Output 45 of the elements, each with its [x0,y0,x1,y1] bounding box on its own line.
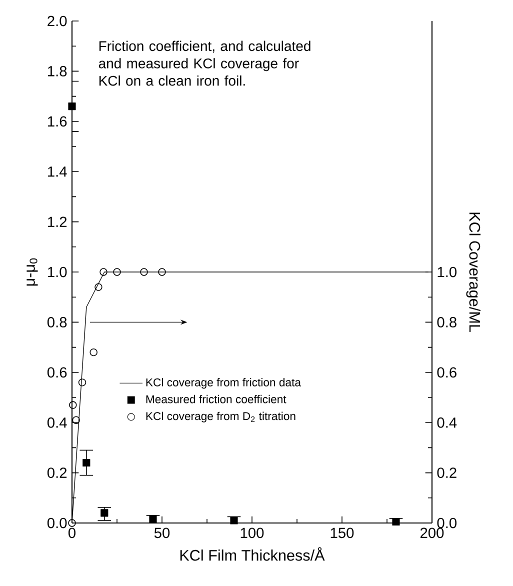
y2-tick-label: 0.2 [437,468,456,478]
y-tick-label: 0.0 [47,518,67,528]
y-tick-label: 1.0 [48,266,67,278]
point [68,519,76,527]
y2-axis-title: KCl Coverage/ML [466,212,481,332]
y-axis-title: μ-μ$_{0}$ [26,258,38,286]
legend-label: Measured friction coefficient [146,394,286,404]
text: Friction coefficient, and calculated and measured KCl coverage for KCl on a clean iron foil. [98,40,310,86]
y2-tick-label: 0.0 [437,518,457,528]
y-tick-label: 2.0 [48,16,67,26]
point [69,401,77,409]
x-tick-label: 0 [68,528,76,538]
y-tick-label: 1.4 [48,166,67,177]
y-tick-label: 0.6 [47,367,67,378]
legend-label: KCl coverage from D$_{2}$ titration [146,412,296,422]
x-tick-label: 50 [154,528,170,538]
point [140,268,148,276]
point [158,268,166,276]
y-tick-label: 0.8 [47,317,67,328]
legend-label: KCl coverage from friction data [146,378,301,389]
y-tick-label: 0.2 [47,468,67,478]
x-tick-label: 100 [240,528,264,538]
point [94,283,102,291]
x-tick-label: 150 [330,528,354,538]
point [100,509,108,517]
y2-tick-label: 0.8 [437,317,456,328]
y2-tick-label: 0.6 [437,367,456,378]
y2-tick-label: 0.4 [437,417,457,428]
point [78,378,86,386]
x-tick-label: 200 [420,528,444,538]
point [230,516,238,524]
y-tick-label: 1.2 [48,216,67,227]
x-axis-title: KCl Film Thickness/Å [180,547,325,561]
point [392,518,400,526]
point [100,268,108,276]
y2-tick-label: 1.0 [438,266,457,278]
point [72,416,80,424]
y-tick-label: 1.8 [48,66,67,76]
point [90,348,98,356]
y-tick-label: 1.6 [48,116,67,127]
point [113,268,121,276]
point [82,458,90,467]
point [149,515,157,524]
y-tick-label: 0.4 [47,417,67,428]
point [68,102,76,110]
